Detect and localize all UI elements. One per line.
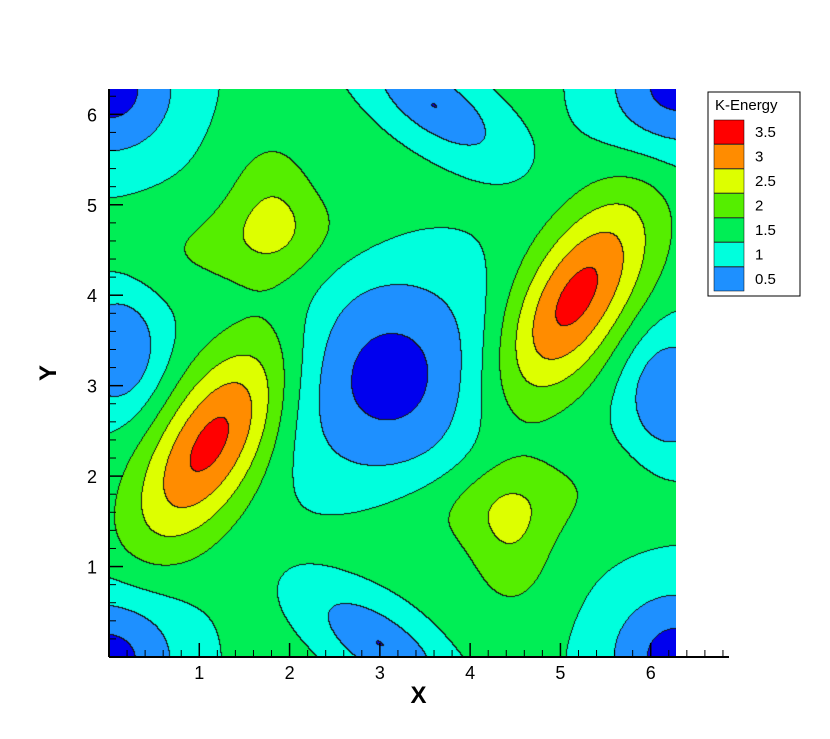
legend-swatch <box>713 193 745 218</box>
y-ticks: 1 2 3 4 5 6 <box>87 95 123 640</box>
y-tick-label: 3 <box>87 377 97 397</box>
legend-label: 2 <box>755 198 763 215</box>
x-tick-label: 6 <box>646 663 656 683</box>
axes: 1 2 3 4 5 6 1 2 3 4 5 6 X Y <box>35 89 729 709</box>
legend: K-Energy 3.5 3 2.5 2 1.5 1 0.5 <box>707 91 801 297</box>
legend-swatch <box>713 168 745 194</box>
contour-field <box>109 89 676 657</box>
y-tick-label: 4 <box>87 286 97 306</box>
legend-label: 0.5 <box>755 271 776 288</box>
legend-items: 3.5 3 2.5 2 1.5 1 0.5 <box>713 119 776 292</box>
legend-label: 1 <box>755 247 763 264</box>
legend-swatch <box>713 119 745 145</box>
x-ticks: 1 2 3 4 5 6 <box>126 643 724 683</box>
x-tick-label: 3 <box>375 663 385 683</box>
x-tick-label: 5 <box>555 663 565 683</box>
plot-area <box>109 89 676 657</box>
y-tick-label: 6 <box>87 105 97 125</box>
legend-label: 2.5 <box>755 173 776 190</box>
legend-label: 1.5 <box>755 222 776 239</box>
y-tick-label: 1 <box>87 558 97 578</box>
legend-swatch <box>713 144 745 169</box>
y-axis-title: Y <box>35 365 62 381</box>
legend-swatch <box>713 217 745 243</box>
contour-fill <box>109 89 676 657</box>
x-tick-label: 1 <box>194 663 204 683</box>
legend-label: 3 <box>755 149 763 166</box>
x-tick-label: 2 <box>285 663 295 683</box>
legend-title: K-Energy <box>715 97 778 114</box>
y-tick-label: 5 <box>87 196 97 216</box>
y-tick-label: 2 <box>87 467 97 487</box>
legend-swatch <box>713 242 745 267</box>
legend-swatch <box>713 266 745 292</box>
legend-label: 3.5 <box>755 124 776 141</box>
x-axis-title: X <box>410 682 426 709</box>
x-tick-label: 4 <box>465 663 475 683</box>
